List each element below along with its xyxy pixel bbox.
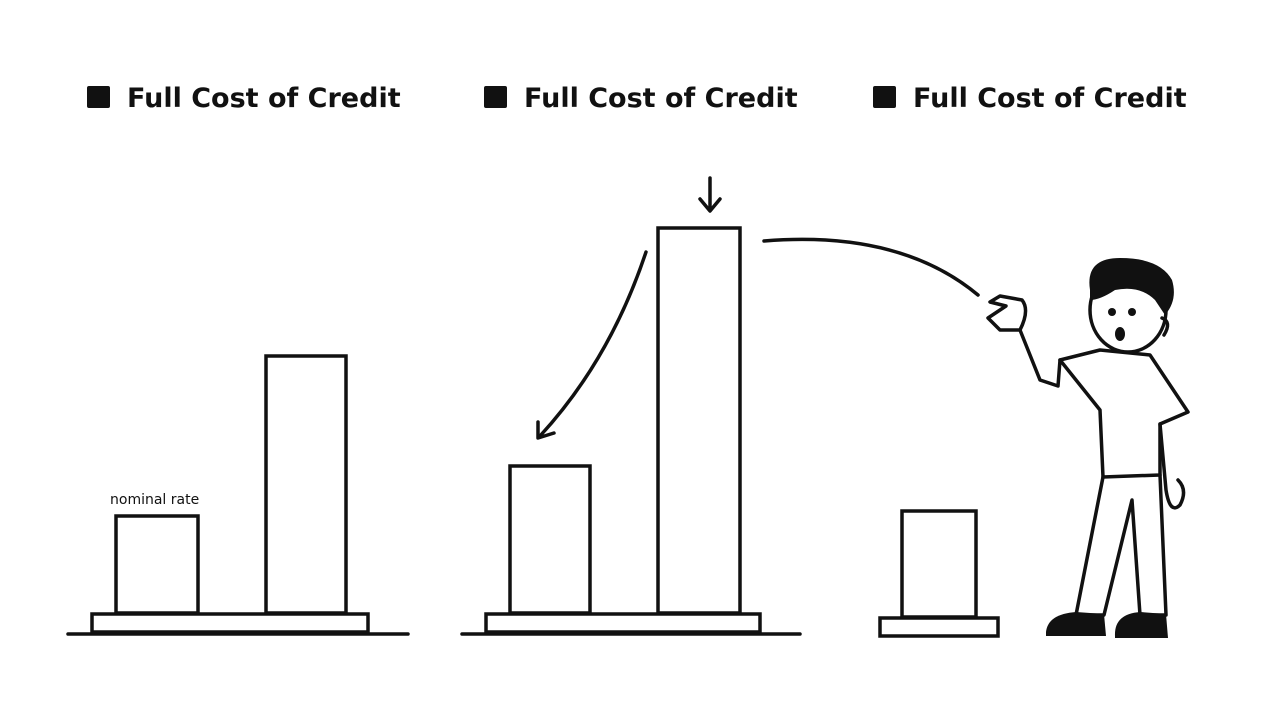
legend-label: Full Cost of Credit [524, 83, 798, 114]
person [986, 258, 1190, 638]
panel-3 [878, 509, 1000, 638]
annotation: nominal rate [110, 492, 199, 508]
legend-label: Full Cost of Credit [127, 83, 401, 114]
panel-1: nominal rate [66, 354, 410, 636]
legend-swatch [873, 86, 896, 108]
legend-swatch [484, 86, 507, 108]
legend-label: Full Cost of Credit [913, 83, 1187, 114]
panel-2 [460, 176, 980, 636]
legend-swatch [87, 86, 110, 108]
